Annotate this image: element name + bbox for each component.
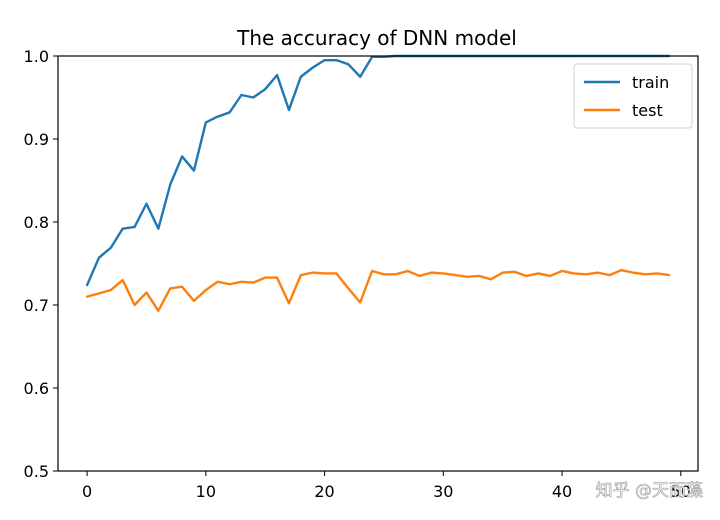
x-tick-label: 0	[82, 482, 92, 501]
y-tick-label: 1.0	[24, 47, 49, 66]
x-tick-label: 30	[433, 482, 453, 501]
y-tick-label: 0.6	[24, 379, 49, 398]
plot-area: 0 10 20 30 40 50 0.5 0.6 0.7 0.8 0.9 1.0 train test	[24, 47, 699, 501]
legend-label-train: train	[632, 73, 669, 92]
y-tick-label: 0.5	[24, 462, 49, 481]
y-tick-label: 0.8	[24, 213, 49, 232]
x-tick-label: 10	[196, 482, 216, 501]
chart-title: The accuracy of DNN model	[236, 26, 517, 50]
y-tick-label: 0.9	[24, 130, 49, 149]
series-line-test	[85, 268, 671, 313]
x-tick-label: 20	[314, 482, 334, 501]
watermark: 知乎 @天而藻	[596, 481, 703, 501]
x-tick-label: 50	[671, 482, 691, 501]
legend-box	[573, 63, 693, 129]
y-tick-label: 0.7	[24, 296, 49, 315]
x-tick-label: 40	[552, 482, 572, 501]
legend-label-test: test	[632, 101, 663, 120]
plot-frame	[57, 55, 699, 472]
